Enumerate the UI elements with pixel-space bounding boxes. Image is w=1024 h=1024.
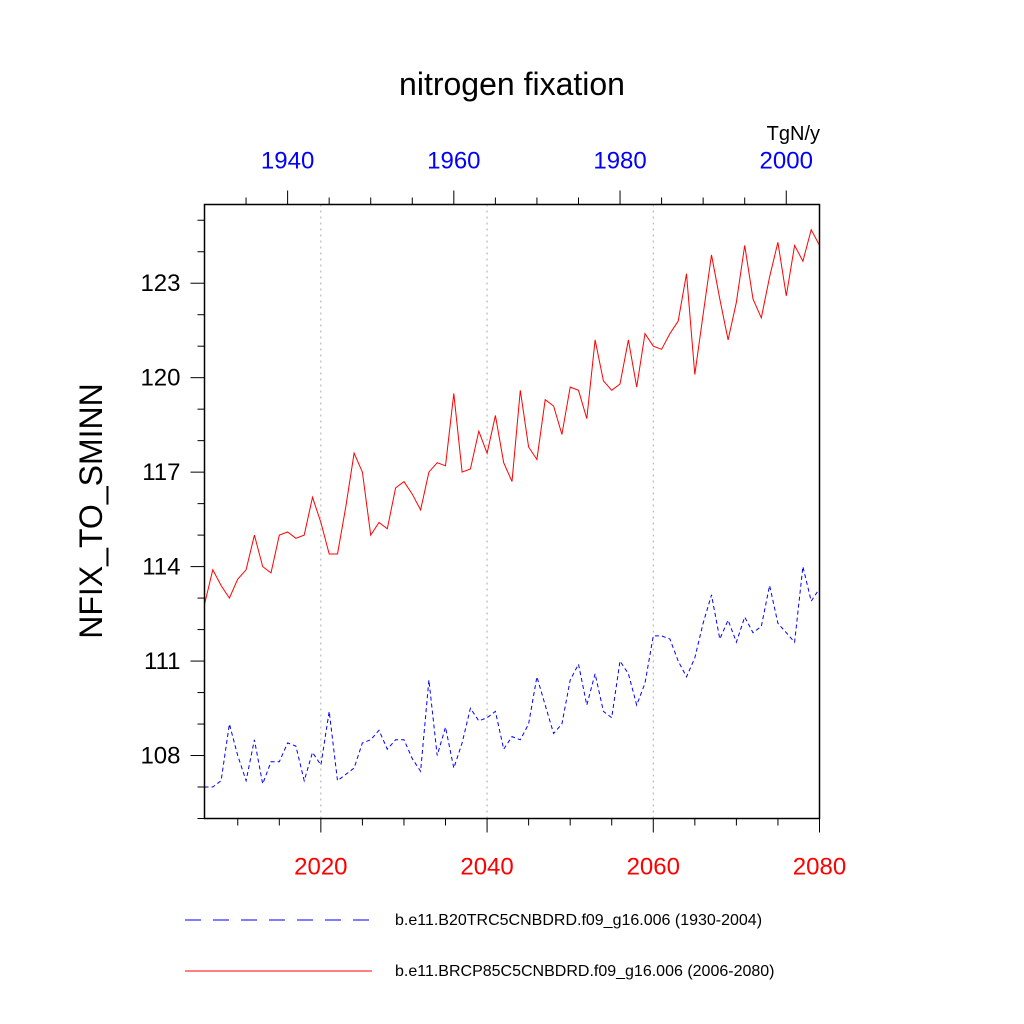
ytick-label-120: 120 bbox=[140, 365, 180, 392]
chart-title: nitrogen fixation bbox=[399, 66, 625, 102]
xtick-bottom-label-2060: 2060 bbox=[627, 854, 680, 881]
legend-label-rcp85: b.e11.BRCP85C5CNBDRD.f09_g16.006 (2006-2… bbox=[395, 963, 774, 980]
ytick-label-114: 114 bbox=[142, 554, 180, 581]
series-line-rcp85 bbox=[204, 228, 820, 605]
legend: b.e11.B20TRC5CNBDRD.f09_g16.006 (1930-20… bbox=[185, 912, 774, 980]
xtick-top-label-1940: 1940 bbox=[261, 148, 314, 175]
tick-labels: 108 111 114 117 120 123 2020 2040 2060 2080 1940 19… bbox=[140, 148, 846, 881]
plot-frame bbox=[203, 203, 821, 820]
xtick-top-label-2000: 2000 bbox=[760, 148, 813, 175]
axis-ticks bbox=[190, 190, 820, 833]
units-label: TgN/y bbox=[767, 123, 820, 145]
xtick-bottom-label-2020: 2020 bbox=[294, 854, 347, 881]
ytick-label-108: 108 bbox=[140, 743, 180, 770]
y-axis-label: NFIX_TO_SMINN bbox=[73, 383, 109, 638]
xtick-top-label-1980: 1980 bbox=[593, 148, 646, 175]
ytick-label-111: 111 bbox=[144, 648, 180, 675]
xtick-bottom-label-2040: 2040 bbox=[460, 854, 513, 881]
ytick-label-123: 123 bbox=[140, 270, 180, 297]
xtick-bottom-label-2080: 2080 bbox=[793, 854, 846, 881]
xtick-top-label-1960: 1960 bbox=[427, 148, 480, 175]
series-line-historical bbox=[204, 566, 820, 788]
ytick-label-117: 117 bbox=[142, 459, 180, 486]
series-lines bbox=[204, 228, 820, 788]
gridlines bbox=[320, 204, 654, 819]
legend-label-historical: b.e11.B20TRC5CNBDRD.f09_g16.006 (1930-20… bbox=[395, 912, 762, 929]
